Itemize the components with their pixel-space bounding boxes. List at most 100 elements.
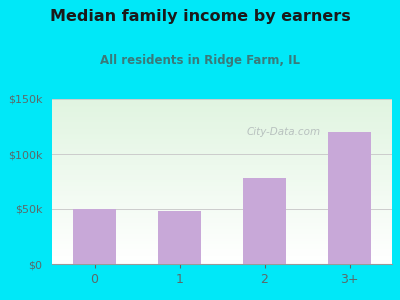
Bar — [52, 188, 392, 190]
Bar — [52, 125, 392, 127]
Bar — [52, 109, 392, 110]
Bar — [52, 137, 392, 139]
Bar — [52, 175, 392, 176]
Bar — [52, 134, 392, 135]
Bar — [52, 254, 392, 256]
Bar — [52, 206, 392, 208]
Bar — [52, 241, 392, 242]
Bar — [52, 152, 392, 153]
Bar — [52, 229, 392, 231]
Bar — [52, 120, 392, 122]
Bar — [52, 100, 392, 102]
Bar — [52, 165, 392, 166]
Bar — [52, 99, 392, 100]
Bar — [52, 176, 392, 178]
Bar — [52, 172, 392, 173]
Bar — [52, 145, 392, 147]
Bar — [52, 163, 392, 165]
Bar — [52, 205, 392, 206]
Bar — [52, 214, 392, 216]
Bar — [52, 196, 392, 198]
Bar — [52, 231, 392, 233]
Text: Median family income by earners: Median family income by earners — [50, 9, 350, 24]
Bar — [52, 183, 392, 185]
Bar — [52, 253, 392, 254]
Bar — [52, 117, 392, 119]
Text: City-Data.com: City-Data.com — [246, 127, 320, 137]
Bar — [52, 251, 392, 252]
Bar — [52, 211, 392, 213]
Bar — [52, 193, 392, 195]
Bar — [52, 242, 392, 244]
Bar — [52, 200, 392, 201]
Bar — [52, 122, 392, 124]
Bar — [52, 190, 392, 191]
Bar — [52, 213, 392, 214]
Bar — [52, 147, 392, 148]
Bar — [52, 168, 392, 170]
Bar — [52, 150, 392, 152]
Bar — [52, 173, 392, 175]
Bar — [52, 256, 392, 257]
Bar — [52, 119, 392, 120]
Bar — [52, 162, 392, 163]
Bar — [52, 178, 392, 180]
Bar — [52, 114, 392, 116]
Bar — [52, 262, 392, 264]
Text: All residents in Ridge Farm, IL: All residents in Ridge Farm, IL — [100, 54, 300, 67]
Bar — [52, 135, 392, 137]
Bar — [52, 127, 392, 129]
Bar — [52, 130, 392, 132]
Bar — [52, 238, 392, 239]
Bar — [52, 228, 392, 229]
Bar — [52, 140, 392, 142]
Bar — [52, 153, 392, 155]
Bar — [52, 106, 392, 107]
Bar — [52, 139, 392, 140]
Bar — [52, 216, 392, 218]
Bar — [52, 198, 392, 200]
Bar — [52, 234, 392, 236]
Bar — [52, 239, 392, 241]
Bar — [52, 129, 392, 130]
Bar — [52, 116, 392, 117]
Bar — [52, 170, 392, 172]
Bar — [52, 124, 392, 125]
Bar — [52, 185, 392, 186]
Bar — [52, 249, 392, 251]
Bar — [52, 160, 392, 162]
Bar — [52, 244, 392, 246]
Bar — [52, 104, 392, 106]
Bar — [52, 195, 392, 197]
Bar — [52, 248, 392, 249]
Bar — [52, 223, 392, 224]
Bar — [52, 224, 392, 226]
Bar — [52, 102, 392, 104]
Bar — [328, 132, 371, 264]
Bar — [52, 180, 392, 182]
Bar — [52, 226, 392, 228]
Bar — [52, 208, 392, 209]
Bar — [52, 209, 392, 211]
Bar — [52, 167, 392, 168]
Bar — [52, 110, 392, 112]
Bar — [52, 219, 392, 221]
Bar — [52, 157, 392, 158]
Bar — [73, 209, 116, 264]
Bar — [52, 142, 392, 144]
Bar — [52, 107, 392, 109]
Bar — [52, 186, 392, 188]
Bar — [158, 211, 201, 264]
Bar — [52, 233, 392, 234]
Bar — [52, 132, 392, 134]
Bar — [243, 178, 286, 264]
Bar — [52, 143, 392, 145]
Bar — [52, 112, 392, 114]
Bar — [52, 236, 392, 238]
Bar — [52, 203, 392, 205]
Bar — [52, 148, 392, 150]
Bar — [52, 158, 392, 160]
Bar — [52, 182, 392, 183]
Bar — [52, 218, 392, 219]
Bar — [52, 246, 392, 247]
